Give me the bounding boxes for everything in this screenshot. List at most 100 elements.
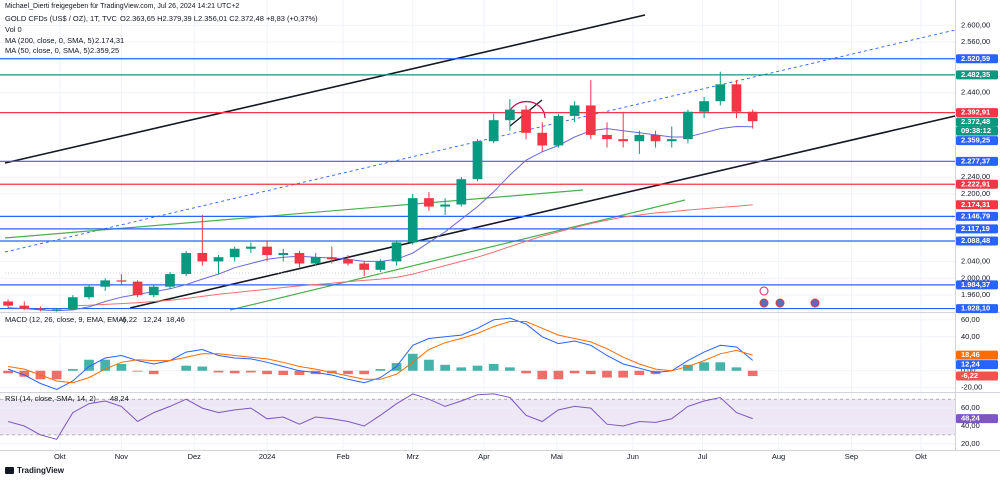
y-tick-label: 40,00 (961, 421, 980, 430)
trend-line (129, 115, 956, 309)
axis-label: -6,22 (961, 371, 978, 380)
x-tick-label: Okt (915, 452, 928, 461)
ma-legend: MA (200, close, 0, SMA, 5) (5, 36, 95, 45)
x-tick-label: Apr (478, 452, 490, 461)
axis-label-bg (956, 224, 998, 234)
histogram-bar (67, 369, 78, 371)
legend: Michael_Dierti freigegeben für TradingVi… (5, 3, 318, 403)
candle-body (488, 120, 499, 142)
candle-body (132, 281, 143, 296)
signal-line (8, 321, 753, 384)
histogram-bar (132, 370, 143, 372)
histogram-bar (229, 370, 240, 374)
axis-label-bg (956, 414, 998, 424)
histogram-bar (51, 370, 62, 380)
axis-label: 2.520,59 (961, 54, 990, 63)
macd-line (7, 317, 754, 391)
histogram-bar (148, 370, 159, 375)
ohlc: O2.363,65 H2.379,39 L2.356,01 C2.372,48 … (120, 14, 318, 23)
axis-label: 2.146,79 (961, 211, 990, 220)
y-tick-label: 2.000,00 (961, 273, 990, 282)
axis-label: 2.117,19 (961, 224, 990, 233)
histogram-bar (424, 359, 434, 371)
histogram-bar (262, 370, 272, 375)
candle-body (699, 101, 709, 112)
histogram-bar (84, 359, 94, 371)
x-tick-label: Sep (845, 452, 858, 461)
axis-label: 2.372,48 (961, 117, 990, 126)
axis-label: 1.928,10 (961, 304, 990, 313)
y-tick-label: 1.960,00 (961, 290, 990, 299)
y-tick-label: 20,00 (961, 439, 980, 448)
axis-label-bg (956, 280, 998, 290)
candle-body (35, 308, 46, 310)
candle-body (407, 198, 418, 243)
symbol-title: GOLD CFDs (US$ / OZ), 1T, TVC (5, 14, 118, 23)
histogram-bar (246, 370, 256, 373)
x-tick-label: Feb (337, 452, 350, 461)
candle-body (148, 286, 159, 296)
macd-title: MACD (12, 26, close, 9, EMA, EMA) (5, 315, 126, 324)
y-tick-label: 2.240,00 (961, 172, 990, 181)
histogram-bar (699, 362, 709, 371)
x-tick-label: Aug (772, 452, 785, 461)
candle-body (116, 280, 127, 282)
rsi-band (0, 399, 955, 435)
histogram-bar (521, 370, 531, 374)
axis-label: 2.482,35 (961, 70, 990, 79)
ma-line (72, 204, 753, 307)
candle-body (585, 105, 596, 135)
candle-body (278, 252, 289, 256)
histogram-bar (116, 363, 127, 371)
axis-label-bg (956, 371, 998, 381)
candle-body (666, 139, 677, 142)
x-tick-label: Mai (551, 452, 563, 461)
candle-body (359, 263, 370, 270)
candle-body (181, 252, 191, 275)
histogram-bar (294, 370, 305, 376)
axis-label-bg (956, 304, 998, 314)
y-tick-label: 60,00 (961, 403, 980, 412)
legend-value: 12,24 (143, 315, 162, 324)
candle-body (634, 134, 645, 142)
x-tick-label: 2024 (259, 452, 276, 461)
axis-label-bg (956, 360, 998, 370)
histogram-bar (440, 364, 450, 371)
candle-body (731, 84, 742, 112)
x-tick-label: Jun (627, 452, 639, 461)
y-tick-label: 2.040,00 (961, 256, 990, 265)
candle-body (375, 261, 386, 270)
axis-label: 09:38:12 (961, 126, 991, 135)
axis-label: 2.277,37 (961, 156, 990, 165)
histogram-bar (488, 363, 499, 371)
event-icon (775, 298, 785, 308)
candle-body (100, 280, 111, 287)
histogram-bar (683, 364, 693, 371)
candle-body (246, 246, 256, 249)
histogram-bar (731, 367, 742, 371)
ma-legend: MA (50, close, 0, SMA, 5) (5, 46, 91, 55)
axis-label-bg (956, 70, 998, 80)
attribution: Michael_Dierti freigegeben für TradingVi… (5, 3, 239, 10)
event-icon (810, 298, 820, 308)
x-tick-label: Jul (698, 452, 708, 461)
candle-body (197, 252, 208, 262)
candle-body (456, 179, 467, 205)
event-icons (759, 286, 820, 308)
candle-body (326, 257, 337, 260)
candle-body (391, 242, 402, 262)
y-tick-label: 0,00 (961, 366, 976, 375)
y-tick-label: 2.600,00 (961, 20, 990, 29)
axis-label-bg (956, 236, 998, 246)
histogram-bar (602, 370, 612, 378)
histogram-bar (505, 367, 515, 371)
candle-body (521, 109, 531, 133)
histogram-bar (472, 365, 483, 371)
candle-body (472, 141, 483, 180)
legend-value: 18,46 (166, 315, 185, 324)
candle-body (569, 105, 580, 116)
candle-body (747, 111, 758, 122)
event-icon (759, 298, 769, 308)
x-tick-label: Okt (54, 452, 67, 461)
legend-value: 2.359,25 (90, 46, 119, 55)
